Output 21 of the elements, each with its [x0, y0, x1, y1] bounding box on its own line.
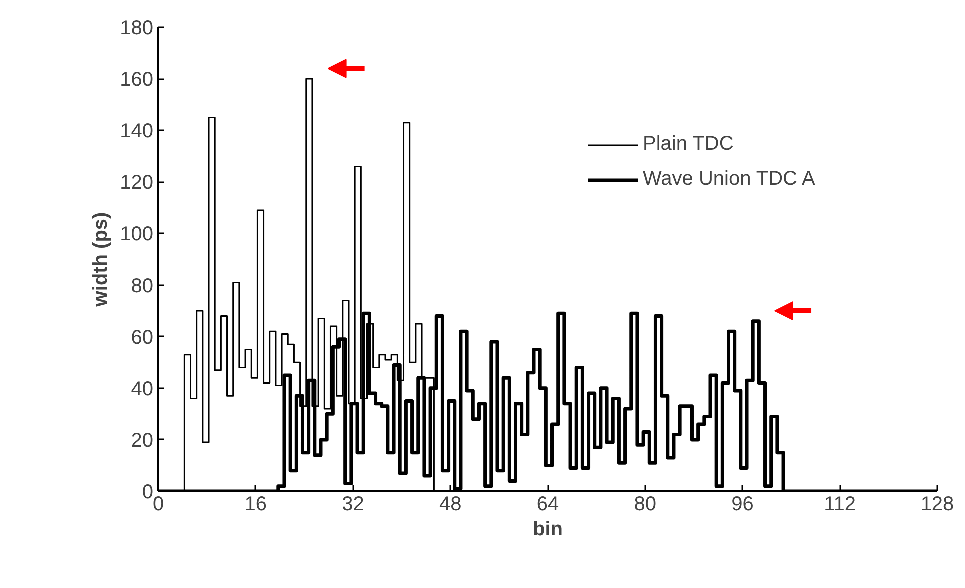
y-tick-label: 180 [120, 18, 154, 40]
y-tick-label: 140 [120, 120, 154, 143]
x-tick-label: 32 [342, 494, 364, 516]
x-tick-label: 112 [824, 494, 856, 516]
x-tick-label: 128 [920, 494, 954, 516]
y-tick-label: 120 [120, 172, 154, 194]
x-tick-label: 16 [244, 494, 267, 516]
x-tick-label: 64 [536, 494, 560, 516]
y-tick-label: 80 [131, 275, 154, 298]
y-tick-label: 160 [120, 69, 154, 92]
y-axis-title: width (ps) [90, 212, 112, 308]
x-tick-label: 48 [440, 494, 462, 516]
x-tick-label: 96 [732, 494, 754, 516]
x-tick-label: 80 [634, 494, 656, 516]
y-tick-label: 100 [120, 224, 154, 246]
legend-label: Wave Union TDC A [643, 168, 816, 191]
y-tick-label: 20 [131, 430, 154, 452]
legend-label: Plain TDC [643, 133, 734, 156]
y-tick-label: 40 [131, 378, 154, 400]
x-axis-title: bin [533, 518, 564, 540]
y-tick-label: 60 [131, 326, 154, 349]
